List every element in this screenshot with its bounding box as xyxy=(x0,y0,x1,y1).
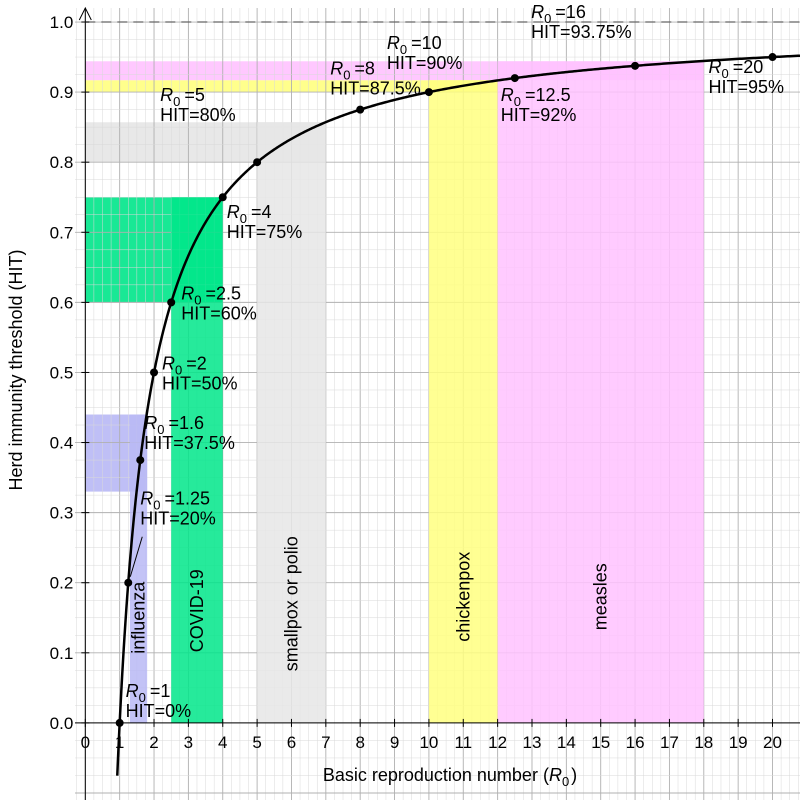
x-tick-label: 16 xyxy=(626,733,645,752)
data-points xyxy=(115,53,777,727)
point-label-hit: HIT=0% xyxy=(126,701,192,721)
x-axis-title: Basic reproduction number (R0) xyxy=(323,765,577,789)
point-label-hit: HIT=93.75% xyxy=(531,22,632,42)
point-label-r0: R0 =2 xyxy=(162,353,207,377)
x-tick-label: 4 xyxy=(218,733,227,752)
point-label-r0: R0 =12.5 xyxy=(501,85,571,109)
x-tick-label: 2 xyxy=(149,733,158,752)
point-label-hit: HIT=60% xyxy=(181,303,257,323)
point-label-r0: R0 =16 xyxy=(531,2,586,26)
data-point xyxy=(631,61,640,70)
point-label-r0: R0 =2.5 xyxy=(181,283,241,307)
band-label-smallpox-or-polio: smallpox or polio xyxy=(281,536,301,671)
point-label-hit: HIT=75% xyxy=(227,222,303,242)
y-tick-label: 0.0 xyxy=(50,714,74,733)
band-measles xyxy=(497,61,704,723)
point-label-r0: R0 =4 xyxy=(227,202,272,226)
point-label-hit: HIT=87.5% xyxy=(330,79,421,99)
data-point xyxy=(167,298,176,307)
x-tick-label: 1 xyxy=(115,733,124,752)
band-label-chickenpox: chickenpox xyxy=(453,552,473,642)
band-chickenpox xyxy=(428,80,498,723)
x-tick-label: 8 xyxy=(355,733,364,752)
hit-curve xyxy=(116,54,800,776)
point-label-hit: HIT=37.5% xyxy=(144,433,235,453)
y-tick-label: 0.8 xyxy=(50,153,74,172)
point-label-hit: HIT=50% xyxy=(162,373,238,393)
x-tick-label: 6 xyxy=(287,733,296,752)
y-tick-label: 0.1 xyxy=(50,644,74,663)
x-tick-label: 0 xyxy=(81,733,90,752)
x-tick-label: 5 xyxy=(252,733,261,752)
y-tick-label: 0.3 xyxy=(50,504,74,523)
point-label-r0: R0 =10 xyxy=(387,33,442,57)
y-tick-label: 0.5 xyxy=(50,363,74,382)
point-label-hit: HIT=92% xyxy=(501,105,577,125)
disease-bands xyxy=(129,61,704,723)
band-label-covid-19: COVID-19 xyxy=(187,569,207,652)
x-tick-label: 9 xyxy=(390,733,399,752)
band-covid-19 xyxy=(171,197,223,723)
band-label-measles: measles xyxy=(591,563,611,630)
tick-labels: 0 1 2 3 4 5 6 7 8 9 10 11 12 13 14 15 16 17 18 19 200.00.10.… xyxy=(50,13,782,752)
data-point xyxy=(356,105,365,114)
data-point xyxy=(218,193,227,202)
x-tick-label: 11 xyxy=(454,733,472,752)
band-influenza xyxy=(129,414,148,723)
data-point xyxy=(768,53,777,62)
point-label-hit: HIT=90% xyxy=(387,53,463,73)
point-label-hit: HIT=20% xyxy=(140,509,216,529)
band-labels: influenza COVID-19 smallpox or polio chicke… xyxy=(129,536,611,671)
point-label-r0: R0 =1 xyxy=(126,681,171,705)
x-tick-label: 15 xyxy=(591,733,610,752)
x-tick-label: 18 xyxy=(694,733,713,752)
axes xyxy=(75,6,800,800)
point-label-r0: R0 =5 xyxy=(160,85,205,109)
point-label-hit: HIT=95% xyxy=(709,77,785,97)
x-tick-label: 17 xyxy=(660,733,679,752)
point-label-r0: R0 =1.6 xyxy=(144,413,204,437)
hit-curve-line xyxy=(116,54,800,776)
data-point xyxy=(136,456,145,465)
y-axis-title: Herd immunity threshold (HIT) xyxy=(6,249,26,490)
y-tick-label: 1.0 xyxy=(50,13,74,32)
band-label-influenza: influenza xyxy=(129,581,149,654)
x-tick-label: 3 xyxy=(184,733,193,752)
band-smallpox-or-polio xyxy=(257,122,326,723)
y-tick-label: 0.7 xyxy=(50,223,74,242)
point-label-r0: R0 =1.25 xyxy=(140,489,210,513)
point-label-r0: R0 =8 xyxy=(330,59,375,83)
y-axis-arrow xyxy=(78,6,92,21)
x-tick-label: 12 xyxy=(488,733,507,752)
x-tick-label: 14 xyxy=(557,733,576,752)
data-point xyxy=(424,88,433,97)
y-tick-label: 0.9 xyxy=(50,83,74,102)
data-point xyxy=(253,158,262,167)
y-tick-label: 0.6 xyxy=(50,293,74,312)
y-tick-label: 0.2 xyxy=(50,574,74,593)
data-point xyxy=(150,368,159,377)
x-tick-label: 19 xyxy=(729,733,748,752)
data-point xyxy=(124,578,133,587)
point-label-r0: R0 =20 xyxy=(709,57,764,81)
point-label-hit: HIT=80% xyxy=(160,105,236,125)
x-tick-label: 13 xyxy=(523,733,542,752)
y-tick-label: 0.4 xyxy=(50,434,74,453)
data-point xyxy=(510,74,519,83)
data-point xyxy=(115,718,124,727)
x-tick-label: 20 xyxy=(763,733,782,752)
label-leader-line xyxy=(129,536,143,577)
x-tick-label: 10 xyxy=(419,733,438,752)
x-tick-label: 7 xyxy=(321,733,330,752)
